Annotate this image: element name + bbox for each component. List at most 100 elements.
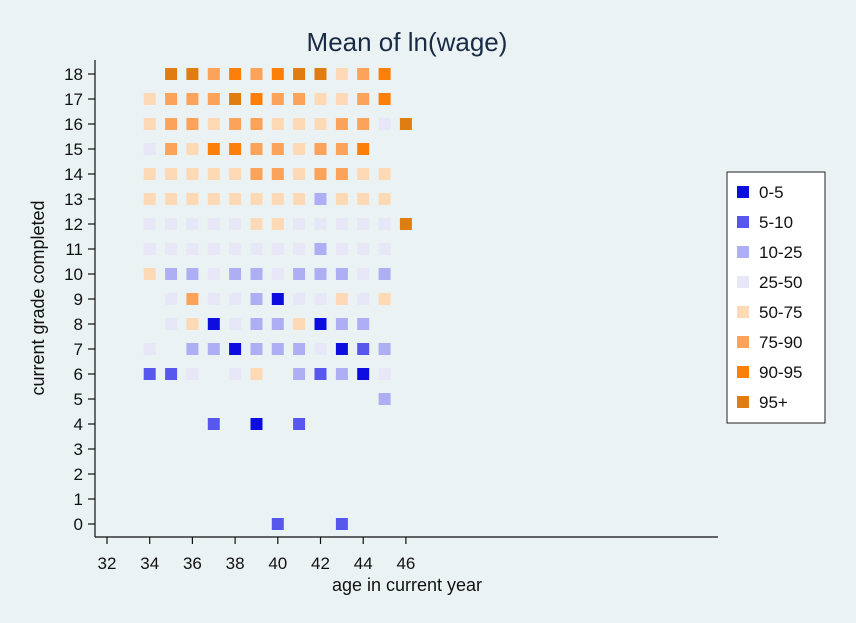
data-square: [207, 418, 220, 430]
data-square: [314, 343, 327, 355]
data-square: [165, 368, 178, 380]
data-square: [314, 368, 327, 380]
data-square: [271, 268, 284, 280]
data-square: [378, 168, 391, 180]
data-square: [165, 93, 178, 105]
legend-label: 5-10: [759, 213, 793, 232]
data-square: [378, 243, 391, 255]
data-square: [357, 193, 370, 205]
data-square: [143, 143, 156, 155]
x-axis-label: age in current year: [332, 575, 482, 595]
data-square: [293, 118, 306, 130]
data-square: [229, 218, 242, 230]
data-square: [186, 193, 199, 205]
data-square: [314, 293, 327, 305]
data-square: [186, 243, 199, 255]
data-square: [250, 343, 263, 355]
data-square: [186, 168, 199, 180]
y-tick-label: 10: [64, 265, 83, 284]
data-square: [207, 293, 220, 305]
data-square: [335, 168, 348, 180]
data-square: [207, 168, 220, 180]
data-square: [229, 268, 242, 280]
x-tick-label: 36: [183, 554, 202, 573]
legend-label: 25-50: [759, 273, 802, 292]
data-square: [207, 343, 220, 355]
data-square: [186, 343, 199, 355]
data-square: [314, 243, 327, 255]
data-square: [143, 118, 156, 130]
data-square: [250, 293, 263, 305]
data-square: [314, 318, 327, 330]
data-square: [165, 118, 178, 130]
data-square: [250, 268, 263, 280]
data-square: [335, 68, 348, 80]
y-tick-label: 13: [64, 190, 83, 209]
data-square: [357, 293, 370, 305]
data-square: [378, 93, 391, 105]
y-tick-label: 18: [64, 65, 83, 84]
data-square: [143, 93, 156, 105]
data-square: [229, 343, 242, 355]
legend-swatch: [737, 246, 749, 258]
y-axis-label: current grade completed: [28, 200, 48, 395]
data-square: [293, 143, 306, 155]
data-square: [165, 143, 178, 155]
data-square: [250, 318, 263, 330]
x-tick-label: 34: [140, 554, 159, 573]
data-square: [229, 368, 242, 380]
data-square: [335, 143, 348, 155]
data-square: [314, 193, 327, 205]
data-square: [378, 393, 391, 405]
data-square: [293, 268, 306, 280]
data-square: [271, 168, 284, 180]
data-square: [335, 268, 348, 280]
data-square: [314, 118, 327, 130]
data-square: [293, 168, 306, 180]
axes: 32 34 36 38 40 42 44 46012345678910111213141516…: [64, 60, 718, 573]
data-square: [335, 318, 348, 330]
y-tick-label: 15: [64, 140, 83, 159]
data-square: [357, 93, 370, 105]
data-square: [229, 293, 242, 305]
data-square: [165, 318, 178, 330]
legend-label: 50-75: [759, 303, 802, 322]
data-square: [378, 293, 391, 305]
data-square: [186, 318, 199, 330]
y-tick-label: 17: [64, 90, 83, 109]
data-square: [357, 68, 370, 80]
data-square: [293, 293, 306, 305]
legend-label: 0-5: [759, 183, 784, 202]
data-square: [165, 243, 178, 255]
y-tick-label: 16: [64, 115, 83, 134]
data-square: [165, 293, 178, 305]
data-square: [378, 268, 391, 280]
data-square: [143, 168, 156, 180]
data-square: [293, 418, 306, 430]
data-square: [165, 193, 178, 205]
data-square: [357, 243, 370, 255]
y-tick-label: 4: [74, 415, 83, 434]
data-square: [399, 118, 412, 130]
y-tick-label: 1: [74, 490, 83, 509]
data-square: [250, 143, 263, 155]
y-tick-label: 6: [74, 365, 83, 384]
y-tick-label: 12: [64, 215, 83, 234]
legend-swatch: [737, 366, 749, 378]
data-square: [207, 118, 220, 130]
legend: 0-5 5-10 10-25 25-50 50-75 75-90 90-95 95+: [726, 171, 826, 424]
data-square: [250, 118, 263, 130]
y-tick-label: 9: [74, 290, 83, 309]
data-square: [186, 118, 199, 130]
data-square: [378, 343, 391, 355]
data-square: [357, 168, 370, 180]
legend-swatch: [737, 186, 749, 198]
data-square: [250, 418, 263, 430]
data-square: [229, 318, 242, 330]
data-square: [293, 243, 306, 255]
data-square: [207, 68, 220, 80]
data-square: [357, 218, 370, 230]
data-square: [207, 243, 220, 255]
data-square: [378, 218, 391, 230]
data-square: [186, 93, 199, 105]
